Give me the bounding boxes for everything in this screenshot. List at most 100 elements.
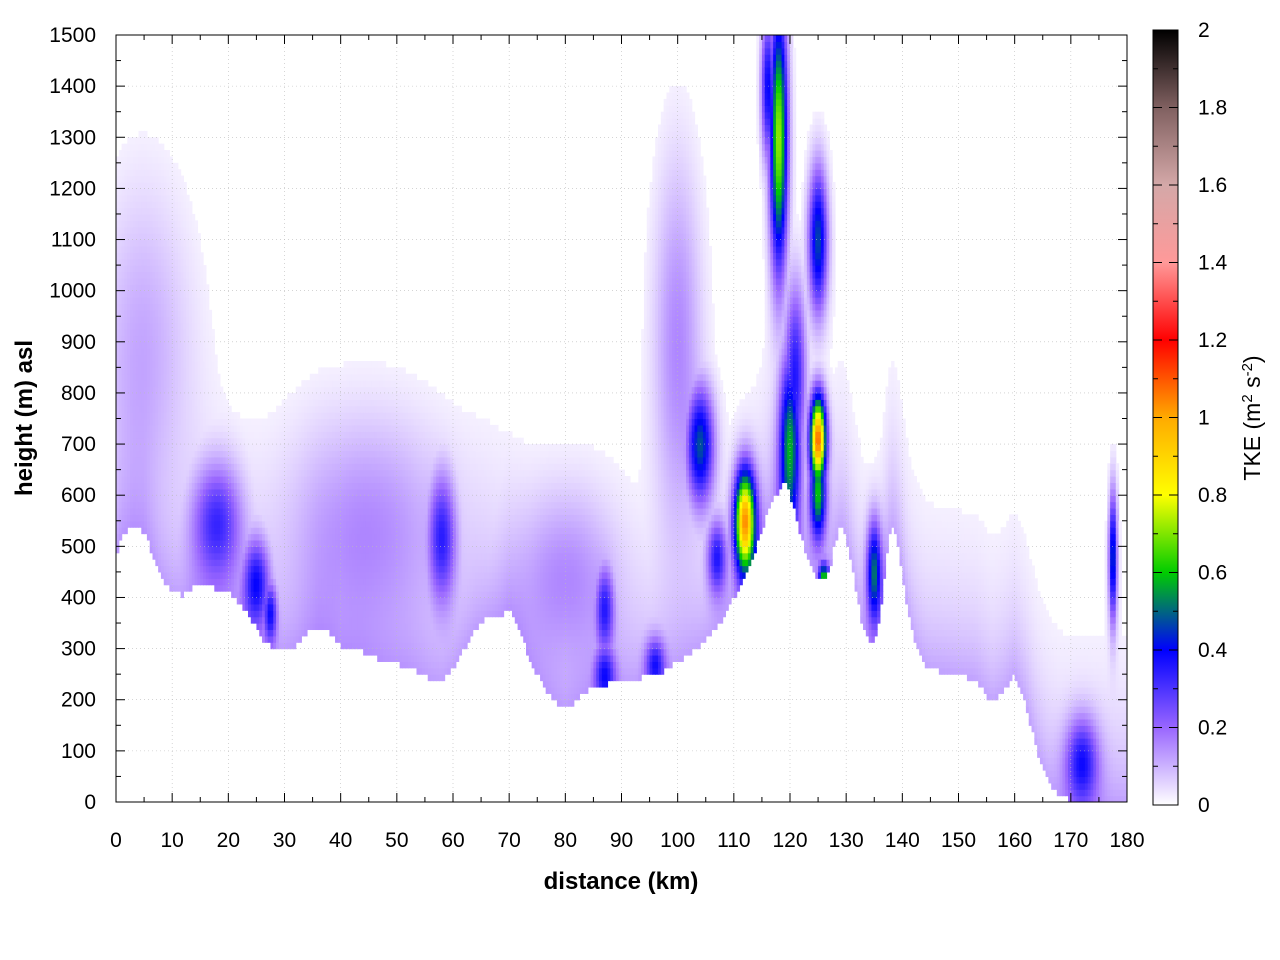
heatmap-cell — [172, 399, 176, 407]
heatmap-cell — [124, 245, 128, 253]
heatmap-cell — [191, 533, 196, 541]
heatmap-cell — [158, 527, 162, 535]
heatmap-cell — [132, 143, 137, 151]
heatmap-cell — [205, 571, 210, 579]
heatmap-cell — [189, 360, 193, 368]
heatmap-cell — [138, 418, 142, 426]
heatmap-cell — [189, 380, 193, 388]
heatmap-cell — [163, 175, 168, 183]
heatmap-cell — [160, 290, 165, 298]
heatmap-cell — [130, 188, 134, 196]
heatmap-cell — [169, 335, 173, 343]
heatmap-cell — [141, 329, 145, 337]
heatmap-cell — [135, 456, 140, 464]
heatmap-cell — [158, 226, 162, 234]
heatmap-cell — [127, 245, 131, 253]
heatmap-cell — [177, 392, 182, 400]
heatmap-cell — [189, 565, 193, 573]
heatmap-cell — [138, 456, 142, 464]
heatmap-cell — [135, 348, 140, 356]
heatmap-cell — [183, 431, 187, 439]
heatmap-cell — [116, 290, 120, 298]
heatmap-cell — [183, 316, 187, 324]
heatmap-cell — [141, 194, 145, 202]
heatmap-cell — [189, 207, 193, 215]
heatmap-cell — [138, 162, 142, 170]
heatmap-cell — [124, 444, 128, 452]
heatmap-cell — [121, 437, 126, 445]
heatmap-cell — [197, 463, 201, 471]
heatmap-cell — [169, 226, 173, 234]
heatmap-cell — [135, 476, 140, 484]
heatmap-cell — [163, 182, 168, 189]
heatmap-cell — [172, 456, 176, 464]
heatmap-cell — [163, 514, 168, 522]
heatmap-cell — [203, 552, 207, 560]
heatmap-cell — [132, 514, 137, 522]
heatmap-cell — [158, 220, 162, 228]
heatmap-cell — [127, 495, 131, 503]
heatmap-cell — [130, 226, 134, 234]
heatmap-cell — [155, 277, 159, 285]
heatmap-cell — [189, 412, 193, 420]
heatmap-cell — [149, 488, 154, 496]
heatmap-cell — [155, 424, 159, 432]
heatmap-cell — [132, 220, 137, 228]
heatmap-cell — [146, 386, 151, 394]
heatmap-cell — [124, 233, 128, 241]
heatmap-cell — [130, 482, 134, 490]
heatmap-cell — [183, 584, 187, 592]
heatmap-cell — [138, 207, 142, 215]
heatmap-cell — [141, 444, 145, 452]
heatmap-cell — [186, 297, 190, 305]
heatmap-cell — [189, 488, 193, 496]
heatmap-cell — [138, 463, 142, 471]
heatmap-cell — [118, 309, 123, 317]
heatmap-cell — [130, 271, 134, 279]
heatmap-cell — [155, 201, 159, 209]
heatmap-cell — [130, 495, 134, 503]
heatmap-cell — [127, 162, 131, 170]
heatmap-cell — [194, 380, 199, 388]
heatmap-cell — [160, 322, 165, 330]
heatmap-cell — [149, 482, 154, 490]
heatmap-cell — [177, 412, 182, 420]
heatmap-cell — [177, 399, 182, 407]
heatmap-cell — [149, 329, 154, 337]
heatmap-cell — [155, 418, 159, 426]
heatmap-cell — [183, 367, 187, 375]
heatmap-cell — [141, 201, 145, 209]
heatmap-cell — [149, 386, 154, 394]
heatmap-cell — [180, 392, 184, 400]
heatmap-cell — [141, 335, 145, 343]
heatmap-cell — [163, 469, 168, 477]
heatmap-cell — [191, 290, 196, 298]
heatmap-cell — [155, 265, 159, 273]
heatmap-cell — [141, 507, 145, 515]
heatmap-cell — [130, 354, 134, 362]
heatmap-cell — [194, 571, 199, 579]
heatmap-cell — [200, 316, 204, 324]
heatmap-cell — [205, 539, 210, 547]
heatmap-cell — [163, 329, 168, 337]
heatmap-cell — [124, 290, 128, 298]
heatmap-cell — [118, 373, 123, 381]
heatmap-cell — [158, 188, 162, 196]
heatmap-cell — [189, 431, 193, 439]
heatmap-cell — [166, 226, 170, 234]
heatmap-cell — [124, 182, 128, 189]
heatmap-cell — [172, 303, 176, 311]
heatmap-cell — [163, 309, 168, 317]
heatmap-cell — [138, 335, 142, 343]
heatmap-cell — [146, 207, 151, 215]
heatmap-cell — [152, 488, 156, 496]
heatmap-cell — [149, 373, 154, 381]
heatmap-cell — [135, 495, 140, 503]
heatmap-cell — [180, 424, 184, 432]
heatmap-cell — [191, 463, 196, 471]
heatmap-cell — [135, 277, 140, 285]
heatmap-cell — [152, 507, 156, 515]
heatmap-cell — [163, 156, 168, 164]
heatmap-cell — [197, 329, 201, 337]
heatmap-cell — [116, 507, 120, 515]
